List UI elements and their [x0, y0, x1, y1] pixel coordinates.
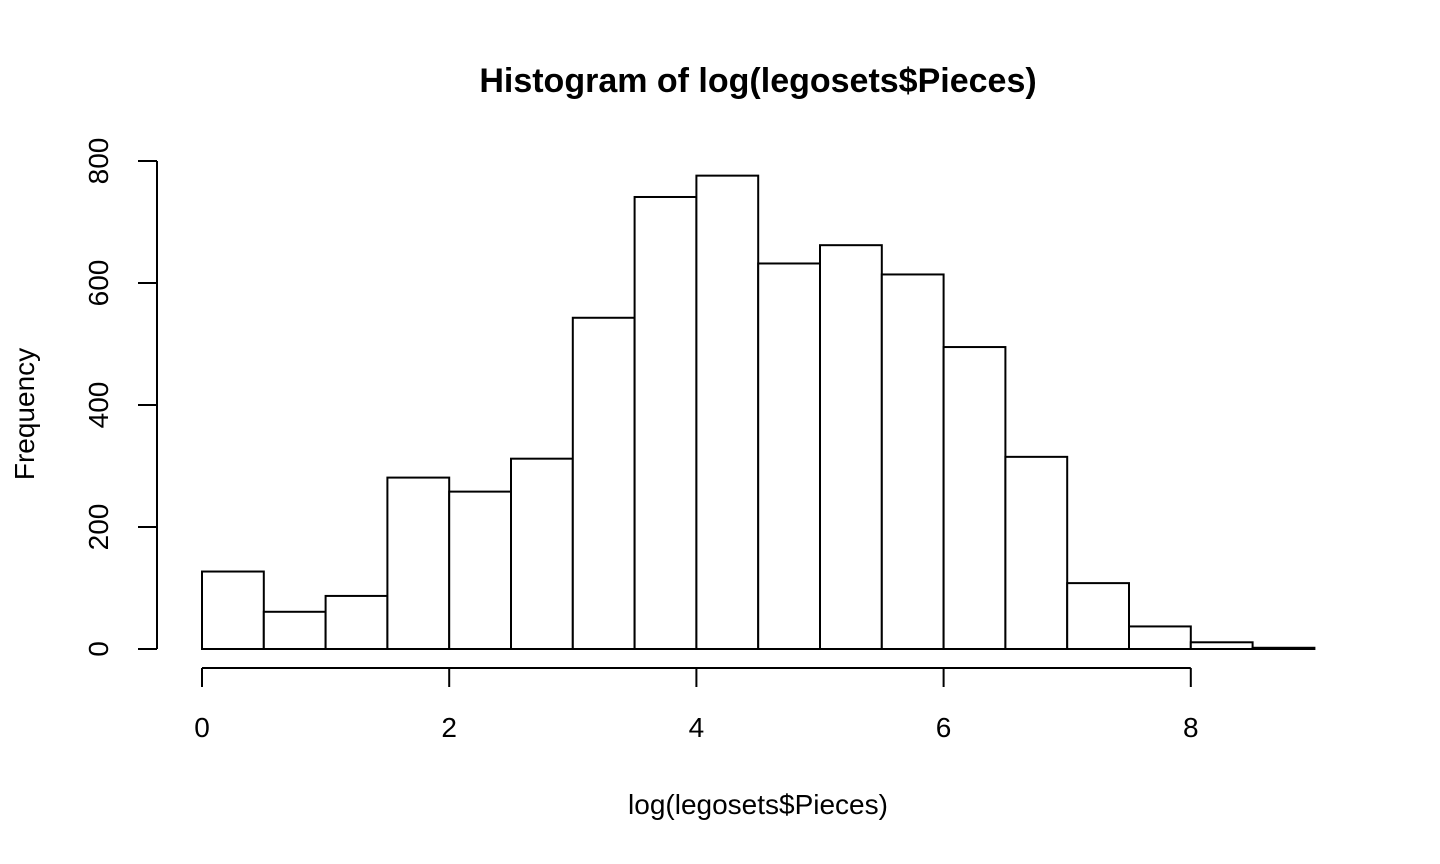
histogram-bar-16: [1189, 641, 1254, 650]
histogram-bar-4: [448, 490, 513, 650]
x-axis-label: log(legosets$Pieces): [628, 789, 888, 820]
histogram-bar-14: [1066, 582, 1130, 650]
x-tick-label-1: 2: [441, 712, 457, 743]
x-tick-label-2: 4: [689, 712, 705, 743]
x-tick-label-3: 6: [936, 712, 952, 743]
chart-title: Histogram of log(legosets$Pieces): [479, 62, 1036, 100]
y-tick-label-1: 200: [83, 504, 114, 551]
histogram-bar-6: [571, 316, 636, 650]
histogram-bar-15: [1128, 625, 1192, 650]
histogram-bar-10: [819, 244, 883, 650]
histogram-bar-17: [1251, 646, 1316, 651]
histogram-bar-1: [262, 610, 327, 650]
y-tick-label-2: 400: [83, 382, 114, 429]
x-tick-label-0: 0: [194, 712, 210, 743]
histogram-bar-13: [1004, 455, 1069, 650]
bars-group: [201, 174, 1316, 651]
histogram-bar-0: [201, 570, 265, 651]
y-tick-label-3: 600: [83, 260, 114, 307]
x-axis-ticks: 0 2 4 6 8: [194, 668, 1199, 743]
y-tick-label-0: 0: [83, 641, 114, 657]
histogram-bar-5: [510, 457, 574, 650]
histogram-bar-11: [880, 273, 945, 650]
y-axis-ticks: 0 200 400 600 800: [83, 138, 157, 657]
x-tick-label-4: 8: [1183, 712, 1199, 743]
histogram-bar-12: [942, 346, 1007, 650]
histogram-bar-8: [695, 174, 760, 650]
histogram-bar-7: [633, 195, 698, 651]
histogram-bar-2: [324, 594, 389, 650]
histogram-bar-9: [757, 262, 822, 650]
y-tick-label-4: 800: [83, 138, 114, 185]
y-axis-label: Frequency: [9, 348, 40, 480]
histogram-bar-3: [386, 476, 451, 650]
